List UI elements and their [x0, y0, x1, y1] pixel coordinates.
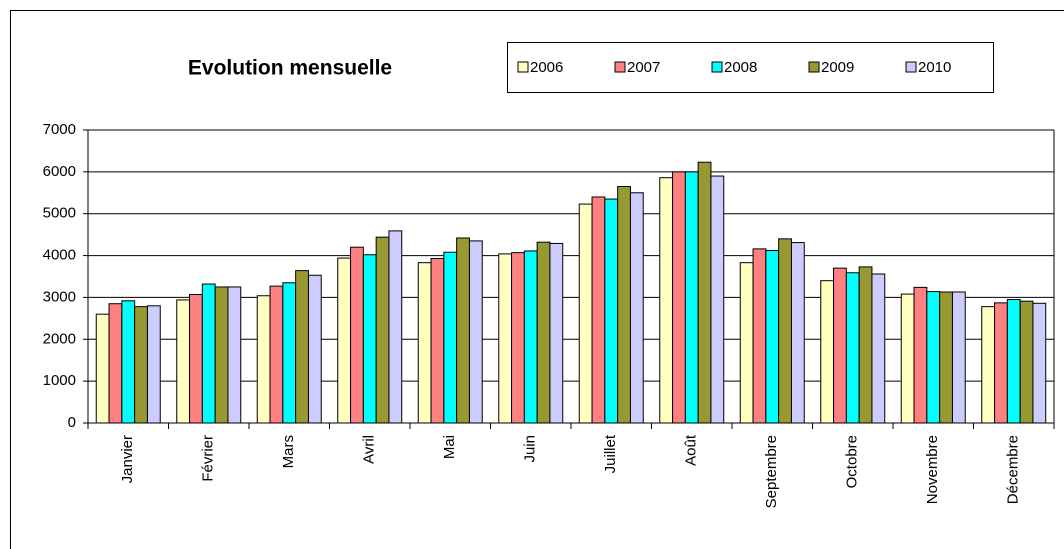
y-tick-label: 2000: [43, 330, 76, 347]
bar: [350, 246, 364, 424]
x-tick-label: Janvier: [119, 435, 136, 483]
bar: [739, 262, 754, 424]
bar: [871, 273, 886, 424]
bar: [201, 283, 216, 424]
bar: [833, 267, 847, 424]
x-tick-label: Novembre: [924, 435, 941, 504]
x-tick-label: Mai: [441, 435, 458, 459]
x-tick-label: Juin: [522, 435, 539, 463]
legend-label: 2008: [724, 59, 757, 76]
bar: [820, 280, 835, 424]
bar: [778, 238, 792, 424]
bar: [765, 250, 780, 424]
x-tick-label: Décembre: [1005, 435, 1022, 504]
x-tick-label: Septembre: [763, 435, 780, 508]
y-tick-label: 1000: [43, 372, 76, 389]
bar: [900, 293, 915, 424]
y-tick-label: 5000: [43, 205, 76, 222]
bar: [456, 237, 470, 424]
bar: [134, 306, 148, 424]
bar: [1019, 300, 1034, 424]
bar: [176, 299, 191, 424]
x-tick-label: Février: [200, 435, 217, 482]
bar: [858, 266, 873, 424]
bar: [307, 274, 322, 424]
bar: [659, 177, 674, 424]
bar: [578, 203, 593, 424]
legend-swatch: [808, 61, 820, 73]
y-tick-label: 7000: [43, 121, 76, 138]
bar: [951, 291, 966, 424]
bar: [95, 313, 110, 424]
x-tick-label: Juillet: [602, 434, 619, 473]
legend-label: 2006: [530, 59, 563, 76]
x-tick-label: Mars: [280, 435, 297, 468]
bar: [362, 254, 377, 424]
bar: [629, 192, 644, 424]
bar: [337, 257, 352, 424]
legend-swatch: [614, 61, 626, 73]
y-tick-label: 0: [68, 414, 76, 431]
bar: [591, 196, 606, 424]
bar: [498, 253, 513, 424]
bar: [710, 175, 725, 424]
chart-frame: [10, 10, 1064, 549]
legend-label: 2009: [821, 59, 854, 76]
bar: [981, 306, 996, 424]
bar: [549, 242, 564, 424]
bar: [121, 300, 136, 424]
x-tick-label: Octobre: [844, 435, 861, 488]
bar: [1006, 299, 1021, 424]
bar: [146, 305, 161, 424]
bar: [430, 258, 445, 424]
bar: [227, 286, 242, 424]
y-tick-label: 4000: [43, 247, 76, 264]
legend-swatch: [905, 61, 917, 73]
bar: [672, 171, 686, 424]
legend-label: 2007: [627, 59, 660, 76]
legend-swatch: [711, 61, 723, 73]
bar: [256, 295, 271, 424]
bar: [443, 251, 458, 424]
bar: [913, 286, 928, 424]
chart-title: Evolution mensuelle: [188, 57, 392, 80]
bar: [108, 303, 123, 424]
legend-label: 2010: [918, 59, 951, 76]
bar: [790, 242, 805, 424]
bar: [617, 186, 631, 424]
bar: [604, 198, 619, 424]
bar: [468, 240, 483, 424]
bar: [375, 236, 390, 424]
bar: [845, 272, 860, 424]
bar: [189, 293, 203, 424]
y-tick-label: 6000: [43, 163, 76, 180]
bar: [684, 171, 699, 424]
legend-swatch: [517, 61, 529, 73]
x-tick-label: Août: [683, 434, 700, 466]
bar: [1032, 302, 1047, 424]
bar: [697, 161, 712, 424]
bar: [926, 291, 941, 424]
bar: [511, 252, 525, 424]
bar: [269, 285, 284, 424]
bar: [295, 270, 309, 424]
bar: [282, 282, 297, 424]
bar: [388, 230, 403, 424]
bar: [752, 248, 767, 424]
bar: [994, 302, 1008, 424]
bar: [523, 250, 538, 424]
bar: [536, 241, 551, 424]
y-tick-label: 3000: [43, 288, 76, 305]
bar: [417, 262, 432, 424]
bar: [214, 286, 229, 424]
bar: [939, 291, 953, 424]
x-tick-label: Avril: [361, 435, 378, 464]
